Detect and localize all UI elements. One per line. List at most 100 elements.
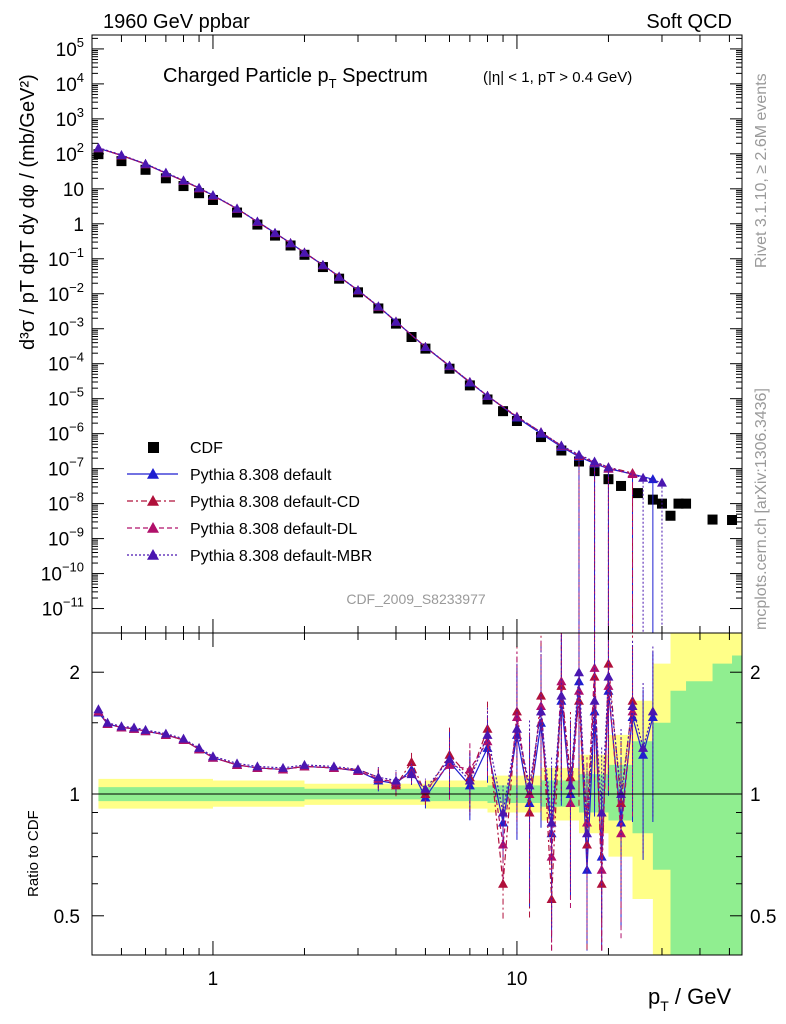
legend-label: Pythia 8.308 default-MBR [190,548,372,565]
ratio-point [524,780,535,790]
series-line [98,147,633,474]
ratio-point [140,724,151,734]
ratio-point [603,671,614,681]
main-ytick-label: 10−8 [48,490,84,516]
series-point [647,474,658,484]
series-point [464,377,475,387]
series-point [207,190,218,200]
series-point [299,247,310,257]
ratio-ytick-label-right: 2 [750,663,761,684]
ytick-base: 10 [56,110,77,131]
ratio-point [589,662,600,672]
cdf-point [116,156,127,167]
main-frame [91,34,743,634]
main-ytick-label: 10−3 [48,315,84,341]
ytick-base: 10 [48,460,69,481]
series-point [270,227,281,237]
series-line [98,147,663,484]
series-point [373,301,384,311]
main-ytick-label: 10−11 [42,595,84,621]
cdf-point [207,194,218,205]
ratio-point [565,780,576,790]
ratio-point [116,721,127,731]
ratio-point [511,723,522,733]
ratio-point [565,798,576,808]
ytick-exp: 5 [77,35,84,50]
series-point [232,203,243,213]
series-point [511,411,522,421]
ratio-point [536,706,547,716]
ratio-point [207,751,218,761]
ytick-base: 10 [48,250,69,271]
ytick-base: 10 [48,495,69,516]
ytick-base: 10 [48,355,69,376]
title-main: Charged Particle p [163,65,329,87]
legend-marker [147,468,159,479]
ratio-point [129,722,140,732]
ytick-exp: −1 [69,245,84,260]
main-ytick-label: 10−6 [48,420,84,446]
ytick-exp: −3 [69,315,84,330]
ratio-point [464,775,475,785]
series-point [390,316,401,326]
axes: 10510410310210110−110−210−310−410−510−61… [41,35,777,990]
ratio-point [573,667,584,677]
ratio-point [420,783,431,793]
ytick-base: 10 [48,530,69,551]
ratio-series-3 [93,633,638,951]
ytick-base: 10 [48,320,69,341]
ratio-point [406,769,417,779]
ratio-point [638,742,649,752]
series-point [420,342,431,352]
cdf-point [707,514,718,525]
ratio-point [498,839,509,849]
legend-marker [147,495,159,506]
series-point [334,271,345,281]
ratio-series-4 [93,633,658,939]
main-ytick-label: 105 [56,35,84,61]
main-ytick-label: 10−4 [48,350,84,376]
ytick-exp: −6 [69,420,84,435]
ratio-ytick-label: 1 [69,785,80,806]
legend-marker [147,522,159,533]
ytick-base: 10 [42,600,63,621]
legend-label: Pythia 8.308 default [190,467,332,484]
cdf-point [194,188,205,199]
cdf-point [673,498,684,509]
ytick-exp: −10 [62,560,84,575]
ratio-ylabel: Ratio to CDF [25,810,42,897]
ratio-point [596,807,607,817]
analysis-watermark: CDF_2009_S8233977 [346,591,486,607]
ratio-point [556,690,567,700]
main-ytick-label: 10 [63,180,84,201]
ytick-base: 10 [48,390,69,411]
ratio-point [160,728,171,738]
ratio-ytick-label: 0.5 [54,907,80,928]
cdf-point [632,488,643,499]
ytick-exp: −4 [69,350,84,365]
main-ytick-label: 102 [56,140,84,166]
ratio-point [603,658,614,668]
legend-label: Pythia 8.308 default-DL [190,521,357,538]
header-right: Soft QCD [646,11,732,33]
ratio-point [546,828,557,838]
ratio-point [498,878,509,888]
xlabel-rest: / GeV [669,984,732,1009]
series-point [573,449,584,459]
series-point [353,285,364,295]
ratio-point [390,775,401,785]
series-point [603,462,614,472]
chart-cuts: (|η| < 1, pT > 0.4 GeV) [483,69,632,86]
ratio-ytick-label-right: 0.5 [750,907,776,928]
ratio-point [328,761,339,771]
ratio-point [406,756,417,766]
series-point [536,427,547,437]
series-point [160,167,171,177]
series-point [638,472,649,482]
ratio-point [252,761,263,771]
cdf-point [681,498,692,509]
ratio-point [573,685,584,695]
title-sub: T [329,76,337,91]
ratio-point [616,828,627,838]
ratio-point [647,706,658,716]
